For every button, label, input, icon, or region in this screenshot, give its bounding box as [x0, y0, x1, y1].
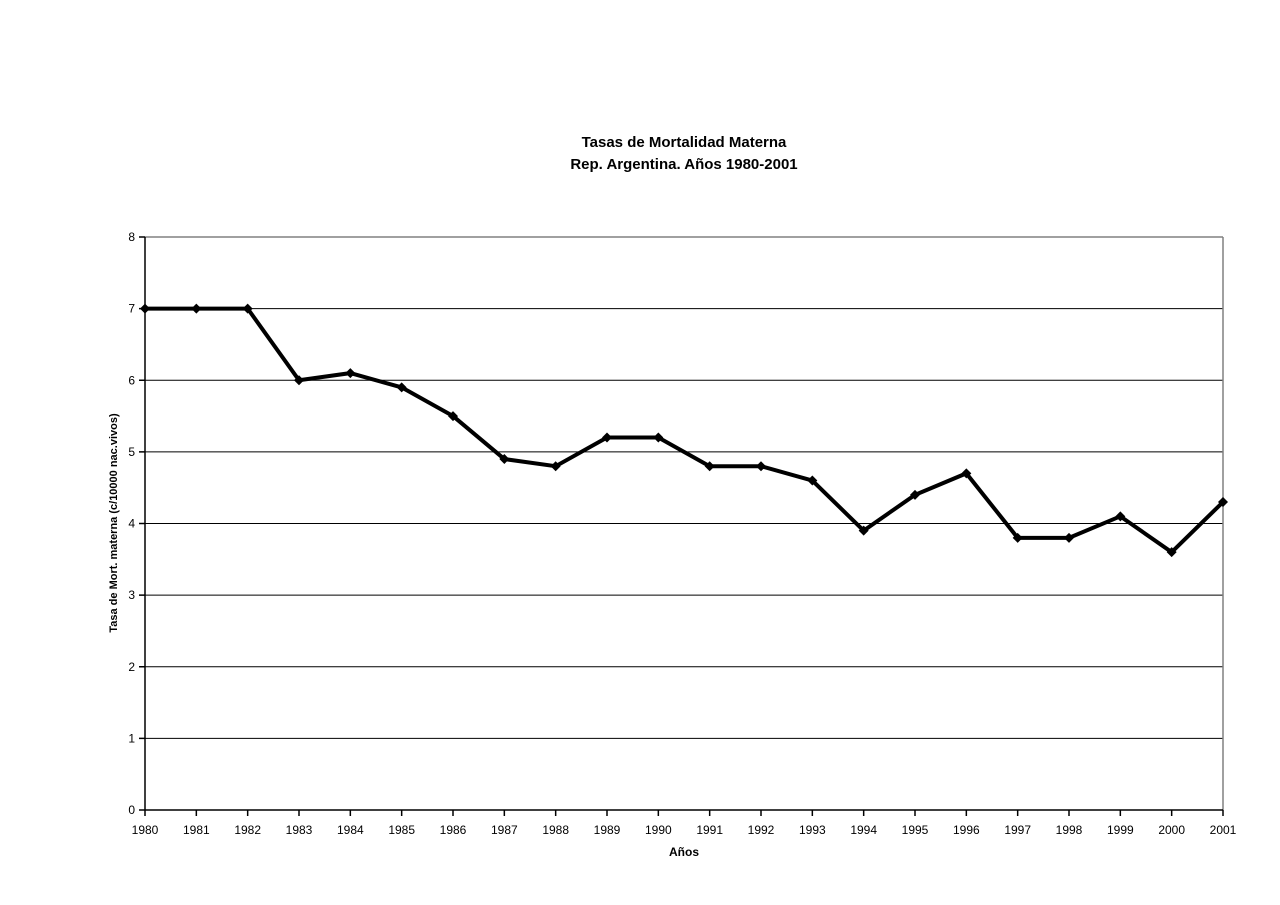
data-point-marker: [345, 368, 356, 379]
x-tick-label: 1992: [748, 823, 775, 837]
data-point-marker: [858, 525, 869, 536]
y-tick-label: 8: [128, 230, 135, 244]
x-tick-label: 1987: [491, 823, 518, 837]
x-tick-label: 1997: [1004, 823, 1031, 837]
x-tick-label: 1981: [183, 823, 210, 837]
x-tick-label: 1983: [286, 823, 313, 837]
data-point-marker: [756, 461, 766, 472]
x-tick-label: 1998: [1056, 823, 1083, 837]
x-tick-label: 1985: [388, 823, 415, 837]
data-point-marker: [807, 475, 818, 486]
y-tick-label: 3: [128, 588, 135, 602]
data-point-marker: [1012, 532, 1023, 543]
data-point-marker: [499, 454, 510, 465]
data-point-marker: [242, 303, 253, 314]
x-tick-label: 2001: [1210, 823, 1237, 837]
data-point-marker: [961, 468, 972, 479]
data-line: [145, 306, 1225, 555]
y-tick-label: 4: [128, 517, 135, 531]
data-point-marker: [1166, 547, 1177, 558]
y-tick-label: 6: [128, 373, 135, 387]
data-point-marker: [1064, 532, 1074, 543]
data-point-marker: [1115, 511, 1126, 522]
data-point-marker: [910, 489, 920, 500]
y-tick-label: 2: [128, 660, 135, 674]
x-tick-label: 1984: [337, 823, 364, 837]
y-tick-label: 7: [128, 302, 135, 316]
x-tick-label: 1991: [696, 823, 723, 837]
x-tick-label: 1996: [953, 823, 980, 837]
chart-title-line1: Tasas de Mortalidad Materna: [581, 134, 787, 151]
x-tick-label: 1995: [902, 823, 929, 837]
y-tick-label: 0: [128, 803, 135, 817]
data-point-marker: [653, 432, 664, 443]
data-point-marker: [704, 461, 715, 472]
x-axis-title: Años: [669, 845, 699, 859]
x-tick-label: 1980: [132, 823, 159, 837]
x-tick-label: 1993: [799, 823, 826, 837]
data-point-marker: [191, 303, 202, 314]
y-tick-label: 1: [128, 731, 135, 745]
data-point-marker: [294, 375, 304, 386]
x-tick-label: 1989: [594, 823, 621, 837]
x-tick-label: 1999: [1107, 823, 1134, 837]
data-point-marker: [602, 432, 612, 443]
data-point-marker: [550, 461, 561, 472]
chart-title: Tasas de Mortalidad Materna Rep. Argenti…: [145, 132, 1223, 176]
x-tick-label: 1990: [645, 823, 672, 837]
x-tick-label: 2000: [1158, 823, 1185, 837]
x-tick-label: 1986: [440, 823, 467, 837]
data-point-marker: [396, 382, 407, 393]
x-tick-label: 1982: [234, 823, 261, 837]
x-tick-label: 1994: [850, 823, 877, 837]
data-point-marker: [448, 411, 458, 422]
data-point-marker: [1218, 497, 1228, 508]
y-tick-label: 5: [128, 445, 135, 459]
data-point-marker: [140, 303, 150, 314]
x-tick-label: 1988: [542, 823, 569, 837]
chart-title-line2: Rep. Argentina. Años 1980-2001: [570, 156, 798, 173]
